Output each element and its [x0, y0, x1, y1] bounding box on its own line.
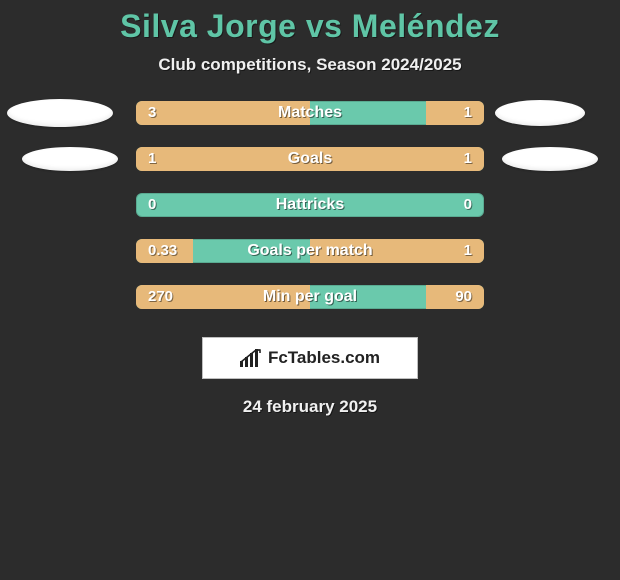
stat-bar-right [310, 147, 484, 171]
stat-value-right: 1 [464, 239, 472, 263]
brand-text: FcTables.com [268, 348, 380, 368]
stat-row: 0.331Goals per match [0, 239, 620, 263]
stat-value-left: 0.33 [148, 239, 177, 263]
stat-value-right: 0 [464, 193, 472, 217]
stat-value-left: 3 [148, 101, 156, 125]
stat-value-left: 0 [148, 193, 156, 217]
stat-row: 27090Min per goal [0, 285, 620, 309]
subtitle: Club competitions, Season 2024/2025 [0, 55, 620, 75]
stat-bar-track: 00 [136, 193, 484, 217]
stat-rows: 31Matches11Goals00Hattricks0.331Goals pe… [0, 101, 620, 309]
stat-row: 31Matches [0, 101, 620, 125]
stat-row: 11Goals [0, 147, 620, 171]
team-logo-placeholder [22, 147, 118, 171]
stat-row: 00Hattricks [0, 193, 620, 217]
stat-bar-right [310, 239, 484, 263]
stat-value-left: 270 [148, 285, 173, 309]
stat-value-right: 1 [464, 147, 472, 171]
team-logo-placeholder [7, 99, 113, 127]
date-label: 24 february 2025 [0, 397, 620, 417]
stat-bar-track: 270 90 [136, 285, 484, 309]
page-title: Silva Jorge vs Meléndez [0, 8, 620, 45]
stat-bar-track: 31 [136, 101, 484, 125]
team-logo-placeholder [495, 100, 585, 126]
brand-badge[interactable]: FcTables.com [202, 337, 418, 379]
stat-bar-left [136, 147, 310, 171]
stat-bar-right [426, 101, 484, 125]
stat-bar-track: 0.33 1 [136, 239, 484, 263]
chart-icon [240, 349, 262, 367]
stat-value-right: 90 [455, 285, 472, 309]
stat-bar-left [136, 101, 310, 125]
comparison-card: Silva Jorge vs Meléndez Club competition… [0, 0, 620, 417]
stat-value-left: 1 [148, 147, 156, 171]
stat-bar-track: 11 [136, 147, 484, 171]
team-logo-placeholder [502, 147, 598, 171]
stat-value-right: 1 [464, 101, 472, 125]
